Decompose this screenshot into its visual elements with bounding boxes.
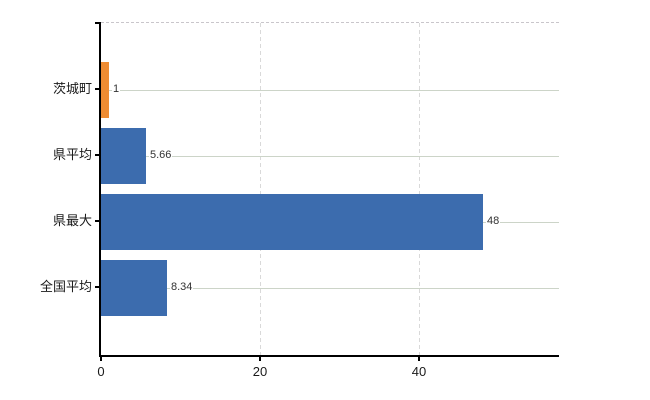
x-axis-tick-label-0: 0 xyxy=(97,364,105,379)
gridline-y-0 xyxy=(101,89,559,91)
gridline-x-20 xyxy=(260,23,261,356)
plot-area: 1 5.66 48 8.34 xyxy=(101,22,559,356)
bar-value-label-2: 48 xyxy=(486,215,501,228)
y-axis-tick-2 xyxy=(95,220,101,222)
bar-value-label-1: 5.66 xyxy=(149,149,173,162)
y-axis-top-cap xyxy=(95,22,101,24)
category-label-2: 県最大 xyxy=(52,213,92,228)
bar-0 xyxy=(101,62,109,118)
bar-2 xyxy=(101,194,483,250)
gridline-y-1 xyxy=(101,155,559,157)
bar-value-label-3: 8.34 xyxy=(170,281,194,294)
y-axis-tick-1 xyxy=(95,154,101,156)
x-axis-tick-0 xyxy=(100,355,102,361)
bar-3 xyxy=(101,260,167,316)
gridline-x-40 xyxy=(419,23,420,356)
x-axis-tick-20 xyxy=(259,355,261,361)
x-axis-line xyxy=(99,355,559,357)
x-axis-tick-label-20: 20 xyxy=(252,364,268,379)
x-axis-tick-label-40: 40 xyxy=(411,364,427,379)
bar-1 xyxy=(101,128,146,184)
category-label-3: 全国平均 xyxy=(39,279,92,294)
bar-value-label-0: 1 xyxy=(112,83,121,96)
y-axis-line xyxy=(99,22,101,355)
y-axis-tick-0 xyxy=(95,88,101,90)
gridline-y-3 xyxy=(101,287,559,289)
category-label-0: 茨城町 xyxy=(52,81,92,96)
x-axis-tick-40 xyxy=(418,355,420,361)
category-label-1: 県平均 xyxy=(52,147,92,162)
y-axis-tick-3 xyxy=(95,286,101,288)
